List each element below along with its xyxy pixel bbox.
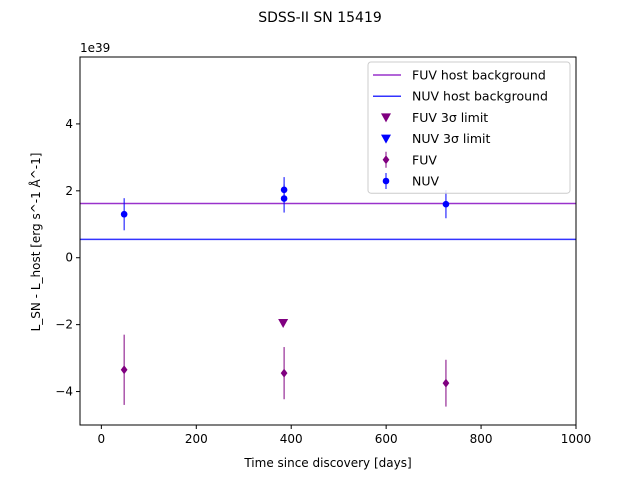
legend-handle-nuv xyxy=(382,177,390,185)
axis-ticks: 0 200 400 600 800 1000 −4 −2 0 2 4 xyxy=(55,117,591,446)
y-tick-label-0: −4 xyxy=(55,385,73,399)
legend-handle-nuv_limit xyxy=(381,134,391,144)
x-tick-label-4: 800 xyxy=(470,432,493,446)
x-tick-label-5: 1000 xyxy=(561,432,592,446)
y-tick-label-1: −2 xyxy=(55,318,73,332)
y-tick-label-4: 4 xyxy=(65,117,73,131)
legend-label-fuv: FUV xyxy=(412,152,437,167)
legend-label-fuv_bg: FUV host background xyxy=(412,68,546,83)
fuv-point-2 xyxy=(442,378,450,388)
fuv_limit-marker-0 xyxy=(278,318,289,328)
y-tick-label-3: 2 xyxy=(65,184,73,198)
x-tick-label-1: 200 xyxy=(185,432,208,446)
legend: FUV host background NUV host background FU… xyxy=(367,61,571,194)
nuv-point-0 xyxy=(120,210,128,218)
legend-handle-fuv xyxy=(382,155,390,165)
axes-frame xyxy=(79,56,577,426)
legend-label-nuv: NUV xyxy=(412,174,439,189)
y-tick-label-2: 0 xyxy=(65,251,73,265)
x-axis-label: Time since discovery [days] xyxy=(243,456,411,470)
x-tick-label-0: 0 xyxy=(98,432,106,446)
plot-marks xyxy=(80,177,576,407)
legend-label-fuv_limit: FUV 3σ limit xyxy=(412,110,488,125)
legend-label-nuv_limit: NUV 3σ limit xyxy=(412,131,490,146)
x-tick-label-3: 600 xyxy=(375,432,398,446)
legend-label-nuv_bg: NUV host background xyxy=(412,89,548,104)
legend-box xyxy=(367,61,571,194)
legend-handle-fuv_limit xyxy=(381,113,391,123)
plot-area xyxy=(79,56,577,426)
y-axis-label: L_SN - L_host [erg s^-1 Å^-1] xyxy=(28,153,43,332)
fuv-point-0 xyxy=(120,365,128,375)
chart-title: SDSS-II SN 15419 xyxy=(258,10,382,26)
x-tick-label-2: 400 xyxy=(280,432,303,446)
nuv-point-2 xyxy=(280,195,288,202)
fuv-point-1 xyxy=(280,368,288,378)
y-offset-label: 1e39 xyxy=(80,41,110,55)
nuv-point-3 xyxy=(442,200,450,208)
